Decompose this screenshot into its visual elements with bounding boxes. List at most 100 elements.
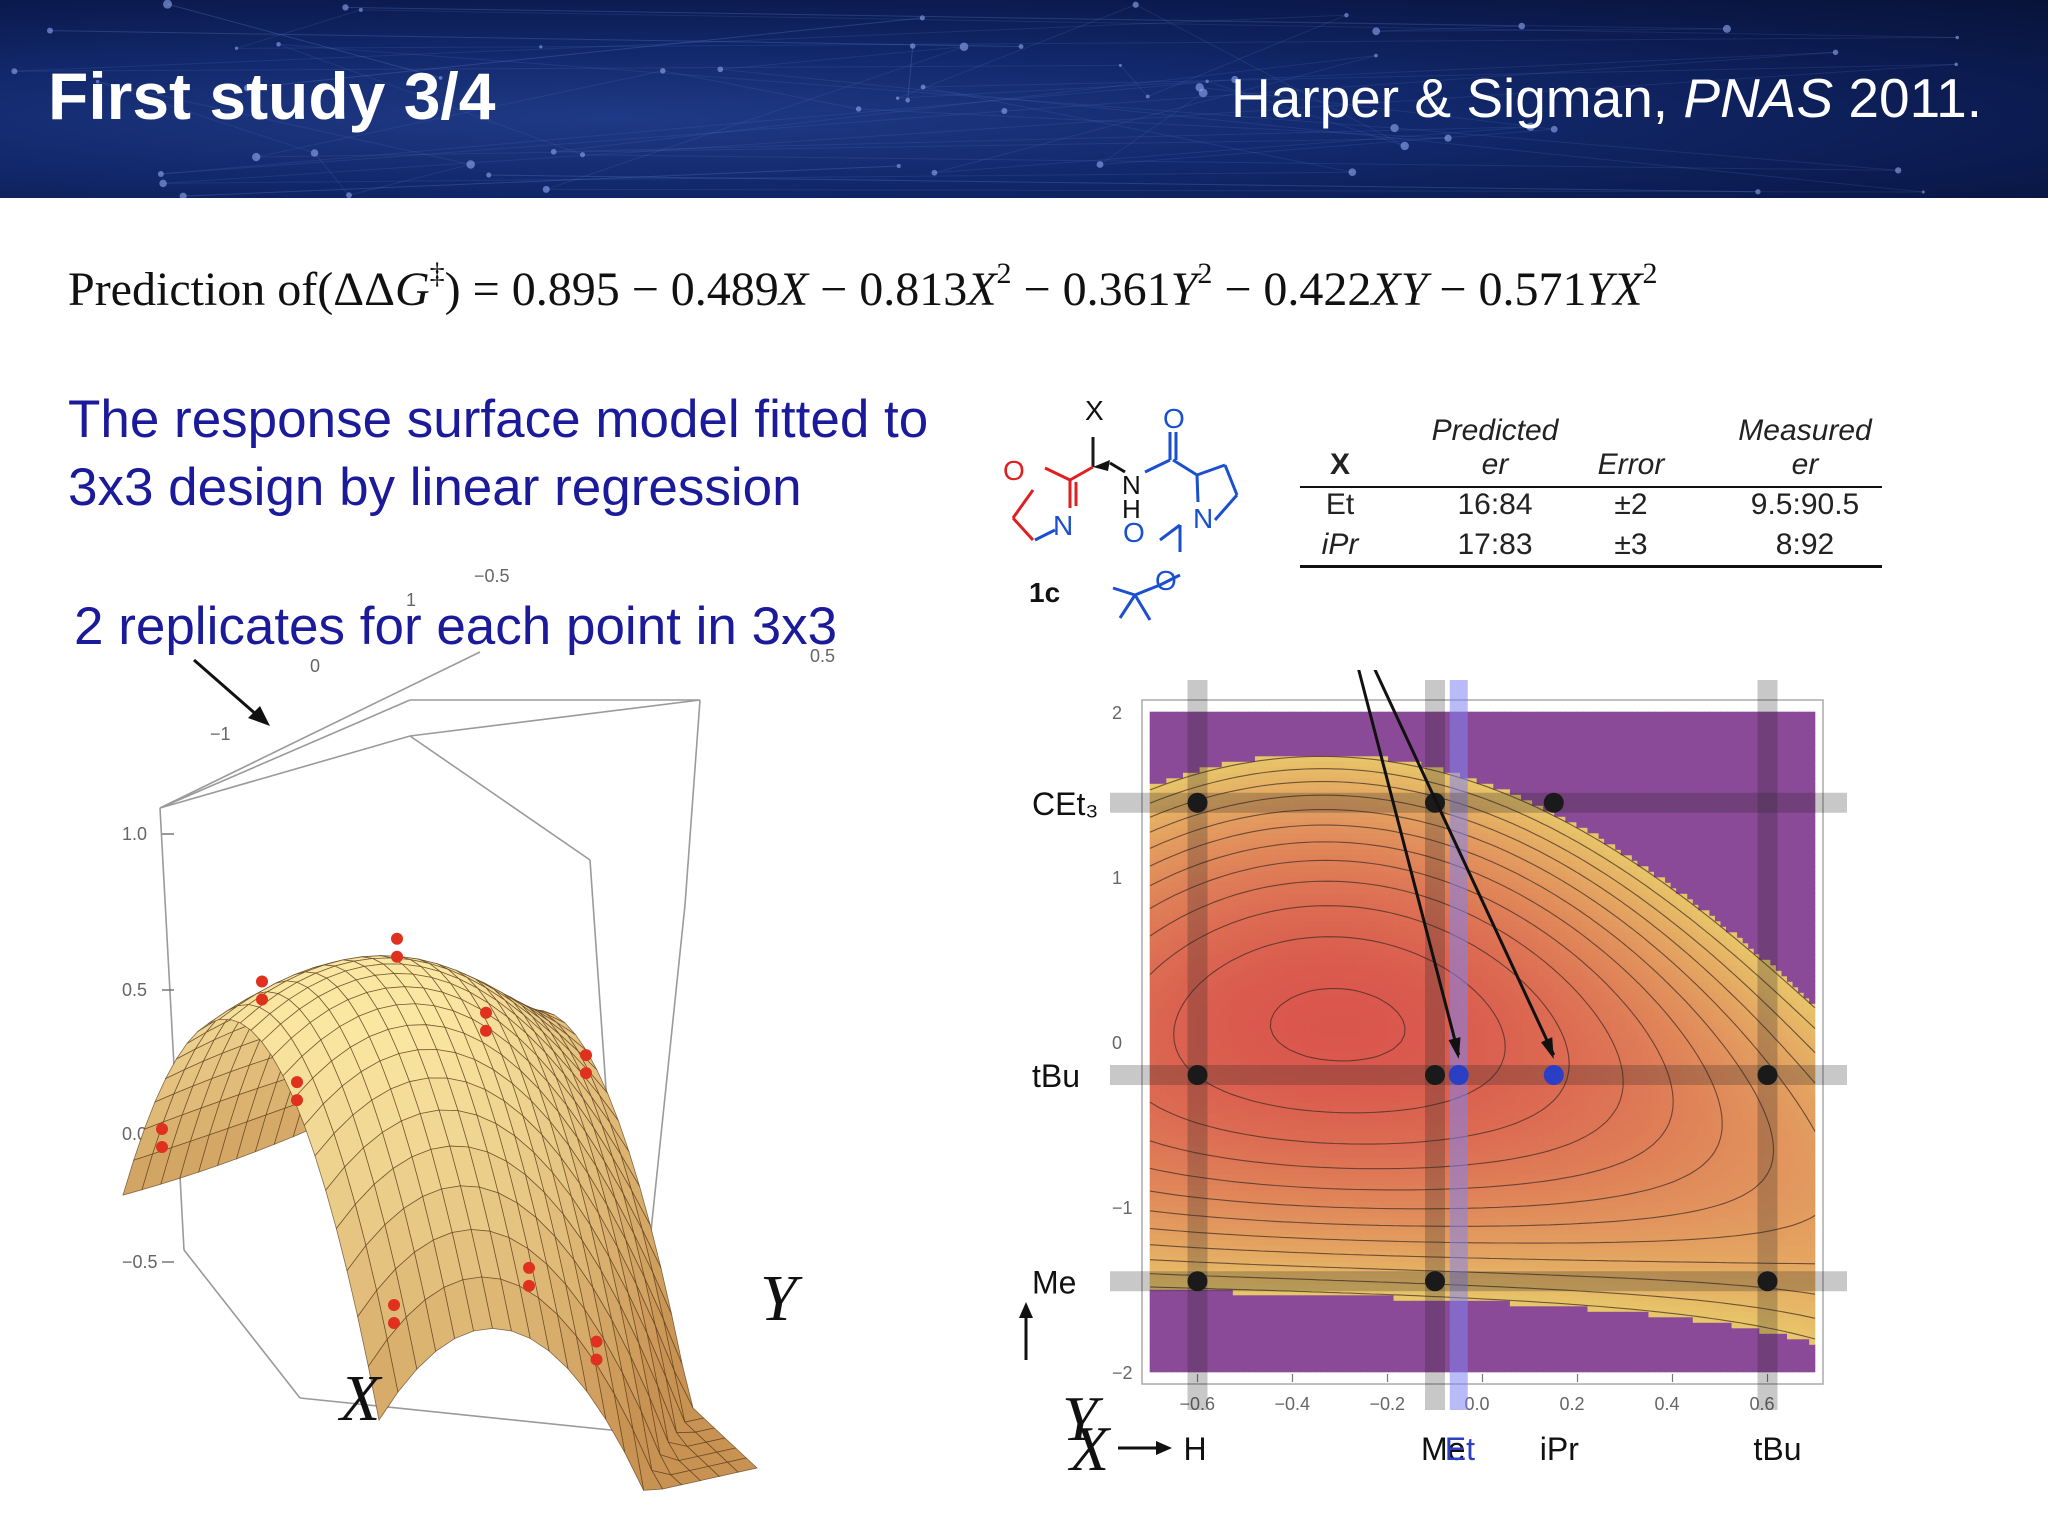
network-node [895,96,900,100]
heat-cell [1155,805,1162,812]
heat-cell [1321,931,1328,938]
heat-cell [1266,1206,1273,1213]
heat-cell [1299,920,1306,927]
network-line [662,70,859,110]
heat-cell [1332,1261,1339,1268]
heat-cell [1304,1179,1312,1186]
heat-cell [1299,750,1306,757]
heat-cell [1315,904,1323,911]
heat-cell [1315,1036,1323,1043]
heat-cell [1194,970,1201,977]
heat-cell [1182,1256,1190,1263]
heat-cell [1216,783,1223,790]
heat-cell [1238,1014,1245,1021]
heat-cell [1149,1322,1156,1329]
heat-cell [1293,986,1300,993]
heat-cell [1177,1052,1184,1059]
heat-cell [1227,1096,1234,1103]
heat-cell [1238,1311,1245,1318]
heat-cell [1199,1217,1206,1224]
heat-cell [1277,992,1284,999]
row-et-x: Et [1325,488,1355,521]
heat-cell [1288,1014,1295,1021]
heat-cell [1171,1289,1179,1296]
heat-cell [1288,733,1295,740]
heat-cell [1277,1146,1284,1153]
heat-cell [1332,986,1339,993]
heat-cell [1182,788,1190,795]
heat-cell [1227,1184,1234,1191]
heat-cell [1210,1278,1217,1285]
heat-cell [1254,854,1262,861]
heat-cell [1321,788,1328,795]
heat-cell [1199,1322,1206,1329]
heat-cell [1332,1300,1339,1307]
heat-cell [1155,909,1162,916]
heat-cell [1149,1118,1156,1125]
heat-cell [1310,931,1317,938]
heat-cell [1277,1085,1284,1092]
heat-cell [1304,1294,1312,1301]
heat-cell [1177,1283,1184,1290]
heat-cell [1304,1151,1312,1158]
heat-cell [1293,1223,1300,1230]
heat-cell [1315,871,1323,878]
heat-cell [1149,1052,1156,1059]
heat-cell [1277,1047,1284,1054]
heat-cell [1216,772,1223,779]
heat-cell [1338,904,1345,911]
network-line [1234,51,1836,81]
heat-cell [1182,1146,1190,1153]
heat-cell [1210,1223,1217,1230]
heat-cell [1266,1008,1273,1015]
heat-cell [1254,1355,1262,1362]
heat-cell [1221,1289,1228,1296]
heat-cell [1171,1245,1179,1252]
heat-cell [1266,1118,1273,1125]
heat-cell [1338,1096,1345,1103]
heat-cell [1171,882,1179,889]
network-line [582,154,1899,171]
heat-cell [1166,1036,1173,1043]
heat-cell [1260,926,1267,933]
heat-cell [1277,788,1284,795]
heat-cell [1177,777,1184,784]
heat-cell [1243,937,1251,944]
heat-cell [1149,1036,1156,1043]
heat-cell [1149,1278,1156,1285]
heat-cell [1299,1366,1306,1373]
heat-cell [1299,777,1306,784]
heat-cell [1310,1063,1317,1070]
heat-cell [1149,711,1156,718]
heat-cell [1343,1261,1350,1268]
heat-cell [1310,1256,1317,1263]
heat-cell [1199,1289,1206,1296]
heat-cell [1254,722,1262,729]
heat-cell [1171,1300,1179,1307]
heat-cell [1304,1349,1312,1356]
heat-cell [1149,860,1156,867]
heat-cell [1338,1036,1345,1043]
heat-cell [1160,948,1167,955]
heat-cell [1149,1344,1156,1351]
heat-cell [1282,805,1289,812]
heat-cell [1310,1344,1317,1351]
heat-cell [1155,992,1162,999]
heat-cell [1266,975,1273,982]
heat-cell [1188,1305,1195,1312]
network-node [252,152,261,162]
heat-cell [1315,1107,1323,1114]
heat-cell [1288,1124,1295,1131]
heat-cell [1221,799,1228,806]
heat-cell [1171,959,1179,966]
heat-cell [1166,1030,1173,1037]
heat-cell [1199,810,1206,817]
heat-cell [1271,909,1278,916]
heat-cell [1155,1239,1162,1246]
replicate-point [523,1261,535,1274]
heat-cell [1177,915,1184,922]
heat-cell [1171,1052,1179,1059]
heat-cell [1166,849,1173,856]
heat-cell [1160,860,1167,867]
heat-cell [1171,810,1179,817]
